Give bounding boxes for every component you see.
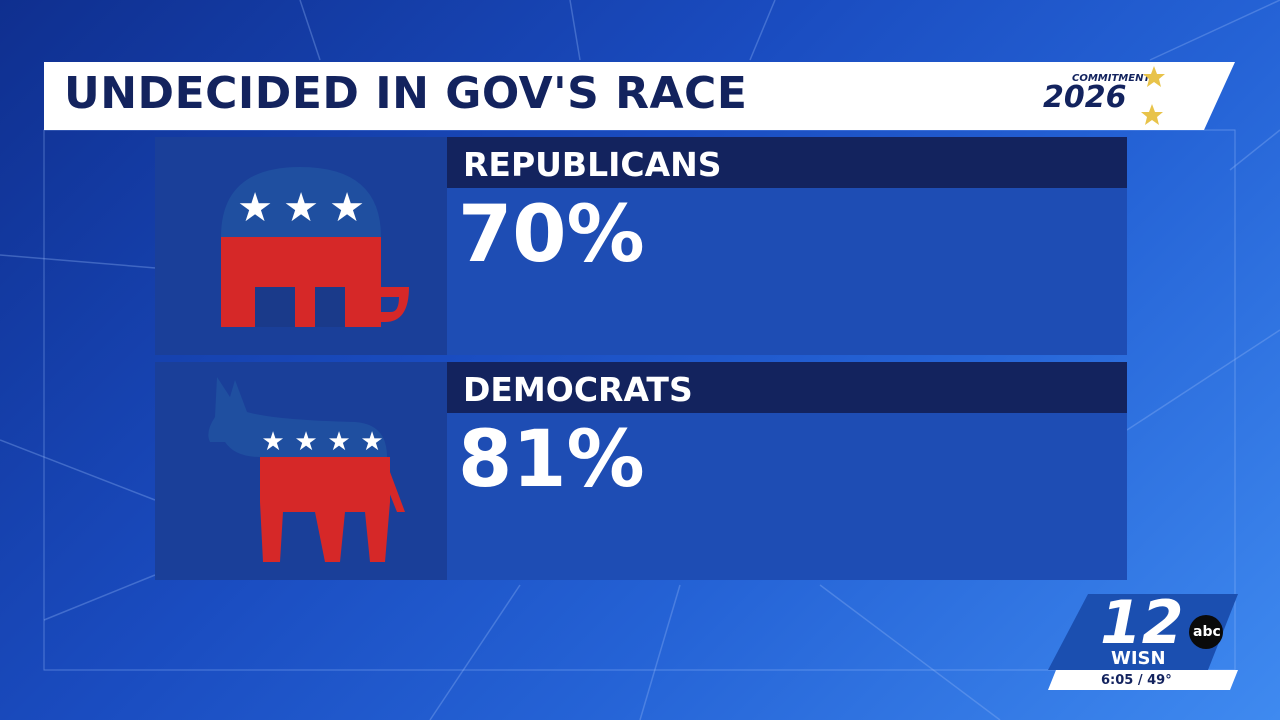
svg-text:★: ★ <box>360 427 383 457</box>
status: 6:05 / 49° <box>1101 673 1172 688</box>
svg-text:★: ★ <box>294 427 317 457</box>
logo-year: 2026 <box>1043 80 1127 115</box>
svg-text:★: ★ <box>329 185 365 231</box>
label-strip <box>447 362 1127 413</box>
row-value: 81% <box>458 415 645 505</box>
label-strip <box>447 137 1127 188</box>
title: UNDECIDED IN GOV'S RACE <box>64 68 748 119</box>
call-sign: WISN <box>1111 648 1166 669</box>
title-bar <box>44 62 1235 130</box>
channel: 12 <box>1100 588 1184 658</box>
svg-text:★: ★ <box>237 185 273 231</box>
row-value: 70% <box>458 190 645 280</box>
network: abc <box>1193 624 1221 640</box>
logo-stars <box>1141 66 1165 125</box>
station-bug <box>1048 594 1238 690</box>
row-label: DEMOCRATS <box>463 370 693 409</box>
svg-text:★: ★ <box>261 427 284 457</box>
svg-text:★: ★ <box>327 427 350 457</box>
svg-text:★: ★ <box>283 185 319 231</box>
row-label: REPUBLICANS <box>463 145 722 184</box>
party-icons: ★ ★ ★ ★ ★ ★ ★ <box>208 167 409 562</box>
logo-top: COMMITMENT <box>1072 73 1151 84</box>
